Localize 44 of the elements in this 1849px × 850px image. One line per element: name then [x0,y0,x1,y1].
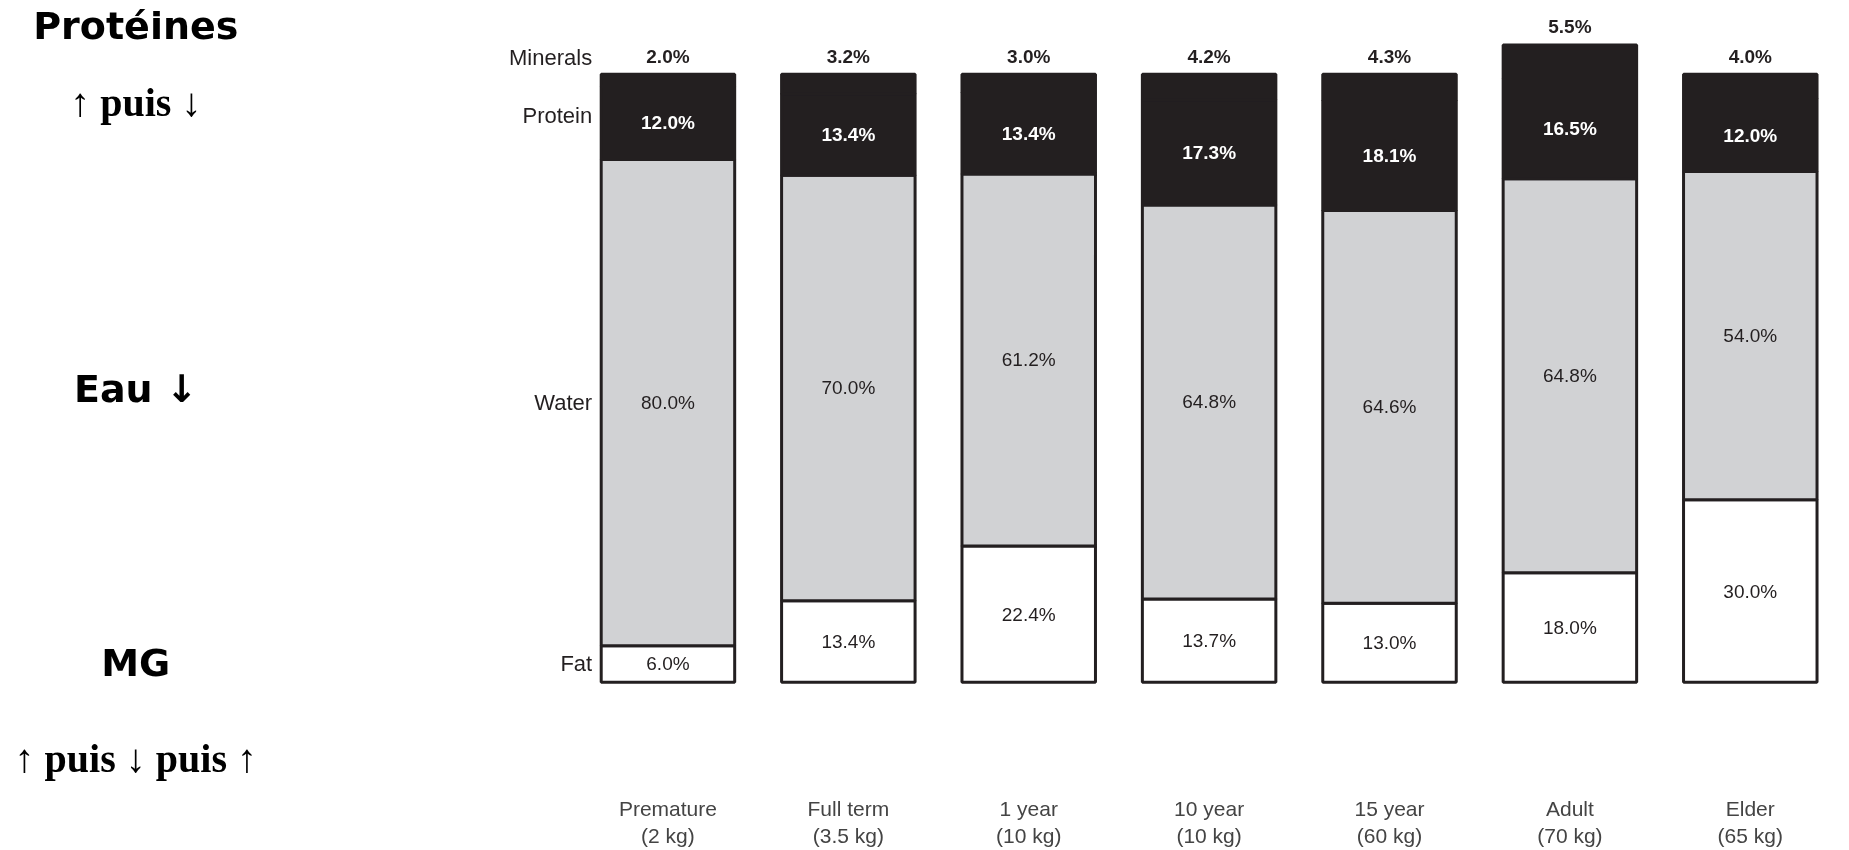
text: Eau ↓ [73,367,198,412]
x-tick-label: Premature (2 kg) [618,796,717,848]
data-label: 13.4% [821,630,876,652]
x-tick-label: Elder (65 kg) [1717,796,1783,848]
data-label: 18.0% [1542,616,1597,638]
data-label: 5.5% [1548,16,1592,38]
series-label: Minerals [509,45,593,71]
data-label: 54.0% [1723,325,1778,347]
data-label: 12.0% [1723,124,1778,146]
text: ↑ puis ↓ puis ↑ [14,736,257,782]
x-tick-label: Full term (3.5 kg) [807,796,890,848]
text: ↑ puis ↓ [70,79,202,125]
data-label: 80.0% [641,392,695,414]
data-label: 64.8% [1542,365,1597,387]
data-label: 13.7% [1182,630,1237,652]
data-label: 13.4% [821,123,876,145]
x-tick-label: Adult (70 kg) [1537,796,1603,848]
series-label: Fat [560,651,593,677]
data-label: 3.2% [826,45,871,67]
x-tick-label: 10 year (10 kg) [1174,796,1245,848]
data-label: 4.2% [1187,45,1231,67]
data-label: 12.0% [641,112,695,134]
series-label: Water [534,390,593,416]
data-label: 18.1% [1362,144,1417,166]
data-label: 30.0% [1723,580,1778,602]
data-label: 4.3% [1367,45,1412,67]
series-label: Protein [522,103,593,129]
data-label: 16.5% [1542,118,1597,140]
data-label: 13.0% [1362,632,1417,654]
data-label: 22.4% [1001,603,1056,625]
data-label: 17.3% [1182,141,1237,163]
data-label: 70.0% [821,377,876,399]
x-tick-label: 1 year (10 kg) [996,796,1062,848]
data-label: 61.2% [1001,349,1056,371]
data-label: 64.8% [1182,391,1237,413]
data-label: 6.0% [646,653,690,675]
data-label: 3.0% [1007,45,1051,67]
text: MG [101,641,171,686]
x-tick-label: 15 year (60 kg) [1354,796,1425,848]
data-label: 2.0% [646,45,690,67]
text: Protéines [33,3,239,48]
data-label: 64.6% [1362,396,1417,418]
data-label: 13.4% [1001,122,1056,144]
data-label: 4.0% [1728,45,1773,67]
